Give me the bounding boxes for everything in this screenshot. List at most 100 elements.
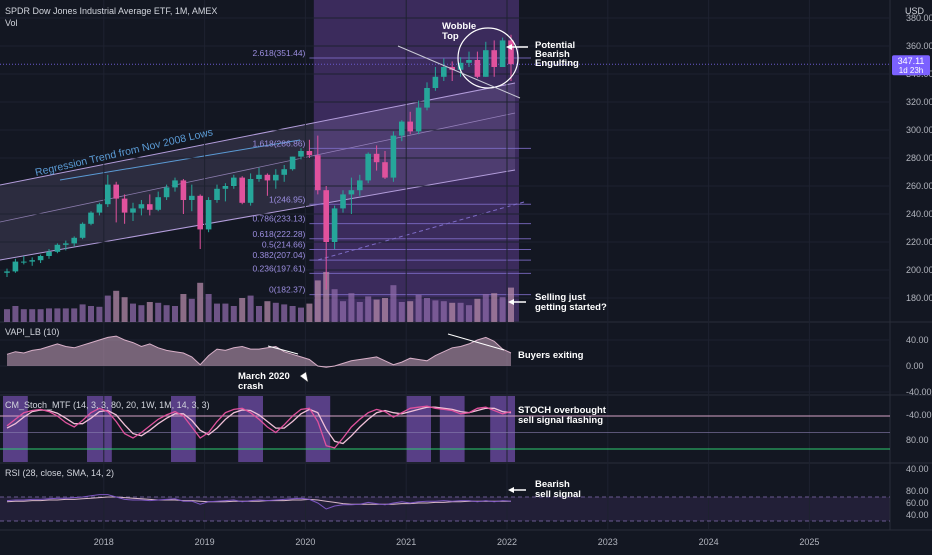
candle-body	[508, 40, 514, 65]
price-tick-label: 360.00	[906, 41, 932, 51]
arrow-head	[508, 299, 514, 305]
price-tick-label: 320.00	[906, 97, 932, 107]
candle-body	[37, 256, 44, 261]
candle-body	[306, 151, 313, 156]
volume-bar	[79, 304, 86, 322]
candle-body	[407, 121, 413, 132]
volume-bar	[29, 309, 36, 322]
volume-bar	[281, 304, 288, 322]
candle-body	[46, 251, 52, 256]
fib-level-label: 0.5(214.66)	[262, 239, 306, 249]
candle-body	[483, 50, 489, 77]
candle-body	[231, 177, 237, 186]
volume-bar	[314, 280, 321, 322]
volume-bar	[197, 282, 204, 322]
candle-body	[4, 271, 10, 273]
volume-bar	[440, 301, 447, 322]
price-tick-label: 220.00	[906, 237, 932, 247]
rsi-tick-label: 40.00	[906, 510, 929, 520]
candle-body	[105, 184, 111, 205]
vapi-tick-label: 40.00	[906, 335, 929, 345]
rsi-tick-label: 80.00	[906, 486, 929, 496]
candle-body	[21, 261, 27, 263]
rsi-sell-label: Bearish	[535, 479, 570, 490]
buyers-trend-line	[447, 333, 505, 351]
volume-bar	[37, 309, 44, 322]
volume-bar	[256, 306, 262, 322]
x-tick-label: 2023	[598, 537, 618, 547]
volume-bar	[289, 306, 296, 322]
volume-bar	[146, 302, 153, 322]
volume-bar	[46, 308, 52, 322]
volume-bar	[482, 294, 489, 322]
volume-bar	[407, 301, 414, 322]
stoch-signal-band	[490, 396, 515, 462]
volume-bar	[130, 303, 136, 322]
volume-bar	[382, 298, 388, 322]
candle-body	[54, 244, 61, 252]
bearish-engulfing-label: Bearish	[535, 49, 570, 60]
price-tick-label: 200.00	[906, 265, 932, 275]
price-tick-label: 380.00	[906, 13, 932, 23]
arrow-head	[506, 44, 512, 50]
candle-body	[466, 60, 472, 63]
dashed-support-line	[317, 201, 525, 261]
stoch-sell-label: sell signal flashing	[518, 415, 603, 426]
candle-body	[432, 76, 439, 88]
arrow-head	[508, 487, 514, 493]
volume-bar	[71, 308, 78, 322]
chart-title: SPDR Dow Jones Industrial Average ETF, 1…	[5, 6, 218, 16]
volume-bar	[491, 293, 498, 322]
volume-bar	[138, 305, 145, 322]
volume-bar	[365, 296, 372, 322]
volume-bar	[415, 294, 422, 322]
buyers-exiting-label: Buyers exiting	[518, 350, 584, 361]
stoch-signal-band	[87, 396, 112, 462]
candle-body	[88, 212, 94, 224]
volume-bar	[12, 306, 19, 322]
candle-body	[491, 50, 497, 67]
march-crash-label: March 2020	[238, 371, 290, 382]
price-tick-label: 280.00	[906, 153, 932, 163]
volume-bar	[121, 297, 128, 322]
volume-bar	[331, 289, 338, 322]
bearish-engulfing-label: Engulfing	[535, 58, 579, 69]
volume-bar	[96, 306, 103, 322]
candle-body	[348, 190, 355, 195]
cursor-icon	[299, 371, 309, 383]
candle-body	[474, 60, 481, 77]
volume-bar	[62, 308, 69, 322]
candle-body	[205, 200, 212, 230]
candle-body	[138, 204, 145, 209]
regression-channel	[0, 83, 515, 260]
fib-level-label: 0.236(197.61)	[252, 263, 305, 273]
volume-bar	[508, 287, 514, 322]
candle-body	[172, 180, 178, 188]
channel-lower-line	[0, 169, 516, 261]
trend-line	[59, 139, 301, 181]
fib-level-label: 0.382(207.04)	[252, 250, 305, 260]
candle-body	[96, 204, 103, 213]
wobble-trend-line	[397, 45, 521, 99]
candle-body	[399, 121, 405, 136]
candle-body	[121, 198, 128, 213]
selling-label: getting started?	[535, 302, 607, 313]
volume-bar	[499, 297, 506, 322]
candle-body	[222, 186, 229, 189]
volume-bar	[474, 298, 481, 322]
candle-body	[180, 180, 187, 200]
candle-body	[424, 88, 430, 108]
vapi-title: VAPI_LB (10)	[5, 327, 59, 337]
candle-body	[264, 174, 271, 181]
volume-bar	[432, 300, 439, 322]
candle-body	[315, 155, 321, 191]
volume-bar	[239, 298, 246, 322]
candle-body	[214, 188, 220, 200]
price-tick-label: 300.00	[906, 125, 932, 135]
candle-body	[239, 177, 245, 203]
stoch-signal-band	[439, 396, 465, 462]
volume-bar	[230, 306, 237, 322]
stoch-tick-label: 80.00	[906, 435, 929, 445]
volume-bar	[323, 272, 330, 322]
